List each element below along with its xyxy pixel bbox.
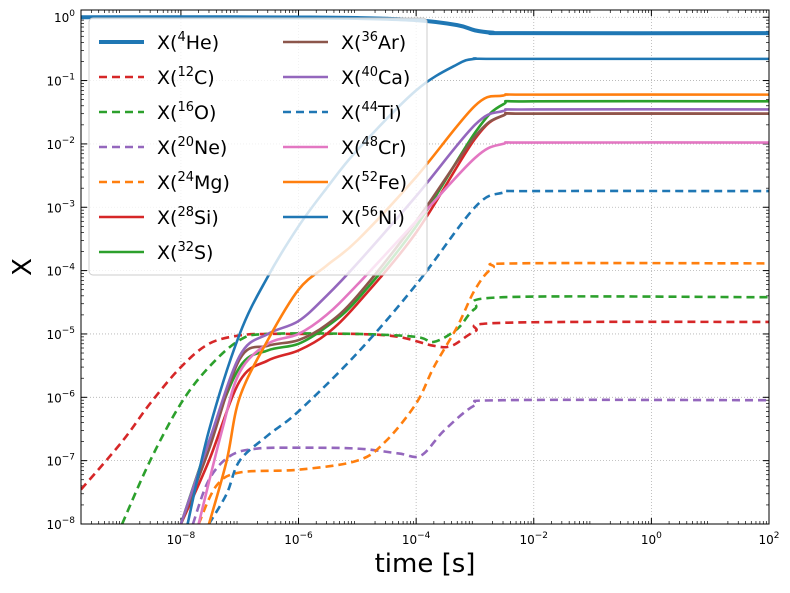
series-line-10 — [197, 141, 769, 524]
y-tick-label: 10−7 — [46, 453, 75, 469]
legend-label: X(44Ti) — [341, 100, 402, 124]
legend-frame — [88, 17, 428, 276]
y-tick-label: 10−2 — [46, 136, 75, 152]
legend-label: X(40Ca) — [341, 65, 410, 89]
legend-label: X(28Si) — [157, 205, 219, 229]
legend-label: X(36Ar) — [341, 30, 406, 54]
legend-label: X(12C) — [157, 65, 215, 89]
x-axis-label: time [s] — [375, 549, 476, 579]
x-tick-label: 10−2 — [519, 531, 548, 547]
x-tick-label: 10−8 — [167, 531, 196, 547]
legend-label: X(32S) — [157, 240, 213, 264]
legend: X(4He) X(12C) X(16O) X(20Ne) X(24Mg) X(28Si) X… — [88, 17, 428, 276]
x-tick-label: 102 — [758, 531, 779, 547]
x-tick-label: 10−6 — [284, 531, 313, 547]
plot-frame — [80, 9, 770, 525]
y-tick-label: 10−5 — [46, 326, 75, 342]
x-tick-labels: 10−8 10−6 10−4 10−2 100 102 — [167, 531, 780, 547]
y-axis-label: X — [8, 258, 38, 276]
y-tick-label: 10−8 — [46, 516, 75, 532]
y-tick-label: 10−6 — [46, 389, 75, 405]
y-tick-label: 10−3 — [46, 199, 75, 215]
legend-label: X(24Mg) — [157, 170, 230, 194]
x-tick-label: 100 — [641, 531, 662, 547]
legend-label: X(48Cr) — [341, 135, 406, 159]
legend-label: X(52Fe) — [341, 170, 407, 194]
series-line-2 — [120, 295, 769, 524]
y-tick-label: 10−4 — [46, 263, 75, 279]
y-tick-label: 10−1 — [46, 73, 75, 89]
y-tick-labels: 10−8 10−7 10−6 10−5 10−4 10−3 10−2 10−1 100 — [46, 9, 75, 532]
series-line-4 — [197, 261, 769, 524]
legend-label: X(4He) — [157, 30, 219, 54]
series-line-6 — [179, 99, 769, 524]
legend-label: X(16O) — [157, 100, 216, 124]
series-line-9 — [207, 189, 769, 524]
series-line-3 — [191, 398, 769, 524]
legend-label: X(20Ne) — [157, 135, 227, 159]
y-tick-label: 100 — [54, 9, 75, 25]
x-tick-label: 10−4 — [402, 531, 431, 547]
series-line-0 — [81, 15, 769, 36]
legend-label: X(56Ni) — [341, 205, 405, 229]
